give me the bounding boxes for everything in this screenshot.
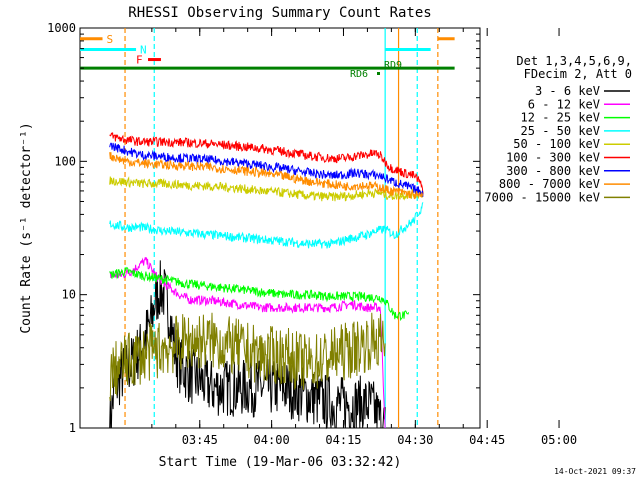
- series-line: [109, 132, 424, 195]
- y-tick-label: 100: [54, 154, 76, 168]
- legend-label: 7000 - 15000 keV: [484, 190, 600, 204]
- series-line: [109, 266, 410, 322]
- series-line: [109, 152, 424, 200]
- y-tick-label: 1: [69, 421, 76, 435]
- x-axis-label: Start Time (19-Mar-06 03:32:42): [159, 455, 402, 470]
- x-tick-label: 04:45: [469, 433, 505, 447]
- x-tick-label: 04:15: [325, 433, 361, 447]
- legend-label: 25 - 50 keV: [521, 124, 600, 138]
- legend-label: 12 - 25 keV: [521, 111, 600, 125]
- x-tick-label: 03:45: [182, 433, 218, 447]
- series-lines: [109, 132, 424, 430]
- legend-label: 50 - 100 keV: [513, 137, 600, 151]
- y-tick-label: 1000: [47, 21, 76, 35]
- x-tick-label: 04:00: [254, 433, 290, 447]
- flag-label: N: [140, 43, 147, 56]
- y-axis: 1 10 100 1000: [47, 21, 480, 435]
- legend: Det 1,3,4,5,6,9, FDecim 2, Att 0 3 - 6 k…: [484, 54, 632, 204]
- flag-bars: S NF: [80, 33, 455, 70]
- series-line: [109, 312, 386, 401]
- legend-title-line1: Det 1,3,4,5,6,9,: [516, 54, 632, 68]
- legend-label: 300 - 800 keV: [506, 164, 600, 178]
- flag-label: S: [107, 33, 114, 46]
- x-axis: 03:45 04:00 04:15 04:30 04:45 05:00: [151, 28, 577, 447]
- footer-date: 14-Oct-2021 09:37: [554, 467, 636, 476]
- annotation-rd9: RD9: [384, 60, 402, 71]
- flag-label: F: [136, 54, 143, 67]
- series-line: [109, 202, 424, 249]
- legend-title-line2: FDecim 2, Att 0: [524, 67, 632, 81]
- annotation-rd6-dot: [377, 72, 380, 75]
- x-tick-label: 04:30: [397, 433, 433, 447]
- legend-label: 100 - 300 keV: [506, 151, 600, 165]
- annotation-rd6: RD6: [350, 69, 368, 80]
- x-tick-label: 05:00: [541, 433, 577, 447]
- chart-title: RHESSI Observing Summary Count Rates: [128, 5, 431, 21]
- series-line: [109, 260, 386, 430]
- series-line: [109, 176, 424, 202]
- legend-label: 6 - 12 keV: [528, 97, 600, 111]
- legend-label: 800 - 7000 keV: [499, 177, 600, 191]
- legend-label: 3 - 6 keV: [535, 84, 600, 98]
- plot-area: S NF RD6 RD9: [79, 27, 481, 430]
- y-axis-label: Count Rate (s⁻¹ detector⁻¹): [19, 122, 34, 333]
- series-line: [109, 142, 424, 197]
- y-tick-label: 10: [62, 288, 76, 302]
- plot-frame: [79, 27, 481, 429]
